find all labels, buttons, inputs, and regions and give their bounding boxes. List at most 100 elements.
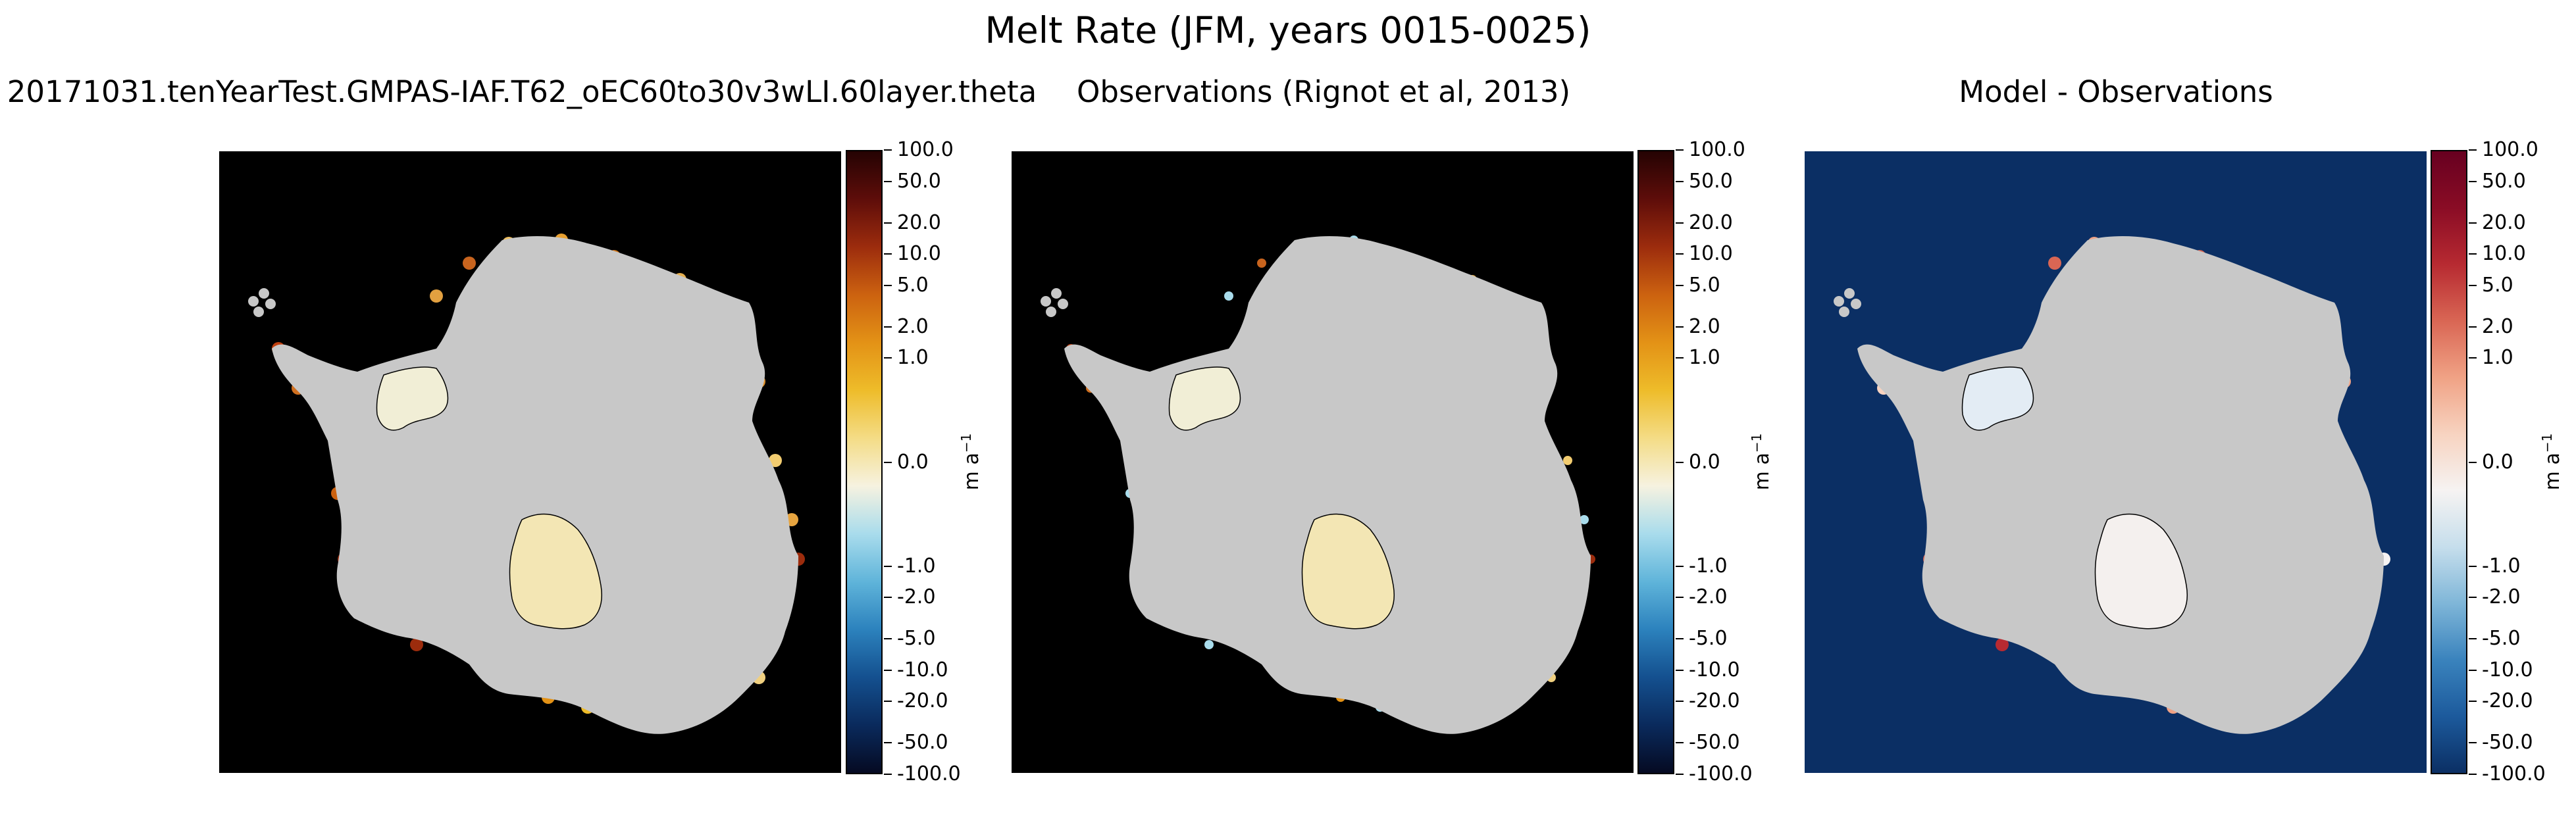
tick-mark xyxy=(884,253,892,255)
antarctica-landmass xyxy=(272,235,798,734)
tick-label: 50.0 xyxy=(1689,169,1733,193)
tick-label: -1.0 xyxy=(897,554,936,578)
island xyxy=(1844,288,1855,299)
tick-mark xyxy=(2469,742,2477,744)
antarctica-landmass xyxy=(1064,235,1591,734)
tick-label: -20.0 xyxy=(897,689,948,713)
colorbar-tick: -2.0 xyxy=(2469,584,2521,610)
units-exponent: −1 xyxy=(1749,433,1765,453)
colorbar-tick: 1.0 xyxy=(1676,345,1720,371)
tick-label: 50.0 xyxy=(897,169,941,193)
colorbar-ticks: 100.0 50.0 20.0 10.0 5.0 2.0 1.0 0.0 -1.0 -2.0 -5.… xyxy=(884,138,1002,785)
colorbar-tick: 50.0 xyxy=(1676,168,1733,195)
colorbar-tick: 10.0 xyxy=(2469,241,2526,267)
tick-mark xyxy=(1676,774,1684,775)
colorbar-tick: -20.0 xyxy=(2469,688,2533,714)
tick-mark xyxy=(884,149,892,151)
colorbar-tick: 5.0 xyxy=(2469,272,2513,299)
colorbar-ticks: 100.0 50.0 20.0 10.0 5.0 2.0 1.0 0.0 -1.0 -2.0 -5.… xyxy=(2469,138,2576,785)
tick-label: 0.0 xyxy=(2482,450,2513,474)
colorbar-tick: -10.0 xyxy=(1676,657,1740,683)
colorbar-tick: -100.0 xyxy=(2469,761,2546,787)
tick-label: 50.0 xyxy=(2482,169,2526,193)
melt-region-mark xyxy=(2048,257,2061,270)
tick-mark xyxy=(884,180,892,182)
figure-title: Melt Rate (JFM, years 0015-0025) xyxy=(985,9,1591,51)
melt-region-mark xyxy=(463,257,476,270)
colorbar-tick: -1.0 xyxy=(2469,553,2521,580)
tick-label: -10.0 xyxy=(897,658,948,681)
tick-mark xyxy=(2469,638,2477,640)
colorbar-tick: -50.0 xyxy=(884,730,948,756)
ronne-ice-shelf xyxy=(1301,513,1395,630)
tick-label: -2.0 xyxy=(897,585,936,609)
tick-mark xyxy=(1676,742,1684,744)
colorbar-tick: -20.0 xyxy=(884,688,948,714)
tick-mark xyxy=(1676,253,1684,255)
melt-region-mark xyxy=(769,454,782,467)
tick-label: 20.0 xyxy=(1689,210,1733,234)
colorbar-tick: -20.0 xyxy=(1676,688,1740,714)
tick-mark xyxy=(1676,461,1684,463)
colorbar-tick: 100.0 xyxy=(2469,137,2538,163)
colorbar-tick: 100.0 xyxy=(884,137,954,163)
units-base: m a xyxy=(1751,453,1774,491)
colorbar xyxy=(2431,150,2467,774)
tick-label: -2.0 xyxy=(1689,585,1728,609)
tick-mark xyxy=(1676,149,1684,151)
colorbar-tick: -50.0 xyxy=(2469,730,2533,756)
ross-ice-shelf xyxy=(376,366,449,431)
island xyxy=(1834,296,1844,307)
units-exponent: −1 xyxy=(2539,433,2555,453)
colorbar-tick: 2.0 xyxy=(1676,314,1720,340)
colorbar-tick: -1.0 xyxy=(1676,553,1728,580)
tick-label: 10.0 xyxy=(2482,242,2526,266)
tick-label: -20.0 xyxy=(2482,689,2533,713)
tick-label: 0.0 xyxy=(1689,450,1720,474)
colorbar-tick: -2.0 xyxy=(884,584,936,610)
tick-mark xyxy=(2469,669,2477,671)
panel-title: Model - Observations xyxy=(1959,74,2273,109)
colorbar-tick: -5.0 xyxy=(884,626,936,652)
island xyxy=(1839,307,1849,317)
tick-mark xyxy=(1676,701,1684,703)
tick-label: -1.0 xyxy=(2482,554,2521,578)
tick-mark xyxy=(884,597,892,599)
colorbar-tick: 5.0 xyxy=(1676,272,1720,299)
island xyxy=(1046,307,1056,317)
colorbar-tick: -5.0 xyxy=(2469,626,2521,652)
tick-label: -10.0 xyxy=(2482,658,2533,681)
melt-region-mark xyxy=(430,289,443,303)
melt-region-mark xyxy=(1580,515,1589,524)
tick-label: -5.0 xyxy=(1689,627,1728,651)
tick-label: 5.0 xyxy=(2482,273,2513,297)
island xyxy=(248,296,259,307)
ross-ice-shelf xyxy=(1961,366,2034,431)
tick-label: -100.0 xyxy=(2482,762,2546,785)
tick-label: 100.0 xyxy=(897,138,954,161)
tick-mark xyxy=(884,326,892,328)
tick-label: 5.0 xyxy=(897,273,929,297)
island xyxy=(265,299,276,309)
tick-mark xyxy=(884,669,892,671)
tick-mark xyxy=(2469,284,2477,286)
tick-mark xyxy=(1676,222,1684,224)
tick-label: -1.0 xyxy=(1689,554,1728,578)
tick-mark xyxy=(2469,597,2477,599)
tick-mark xyxy=(884,565,892,567)
tick-label: -100.0 xyxy=(1689,762,1753,785)
tick-label: 2.0 xyxy=(1689,314,1720,338)
tick-label: -50.0 xyxy=(2482,731,2533,755)
tick-mark xyxy=(2469,253,2477,255)
tick-mark xyxy=(2469,565,2477,567)
island xyxy=(259,288,269,299)
island xyxy=(1041,296,1051,307)
tick-mark xyxy=(1676,180,1684,182)
tick-label: 2.0 xyxy=(897,314,929,338)
melt-region-mark xyxy=(410,638,423,651)
island xyxy=(1058,299,1068,309)
tick-mark xyxy=(2469,774,2477,775)
tick-label: 20.0 xyxy=(2482,210,2526,234)
units-base: m a xyxy=(2541,453,2564,491)
